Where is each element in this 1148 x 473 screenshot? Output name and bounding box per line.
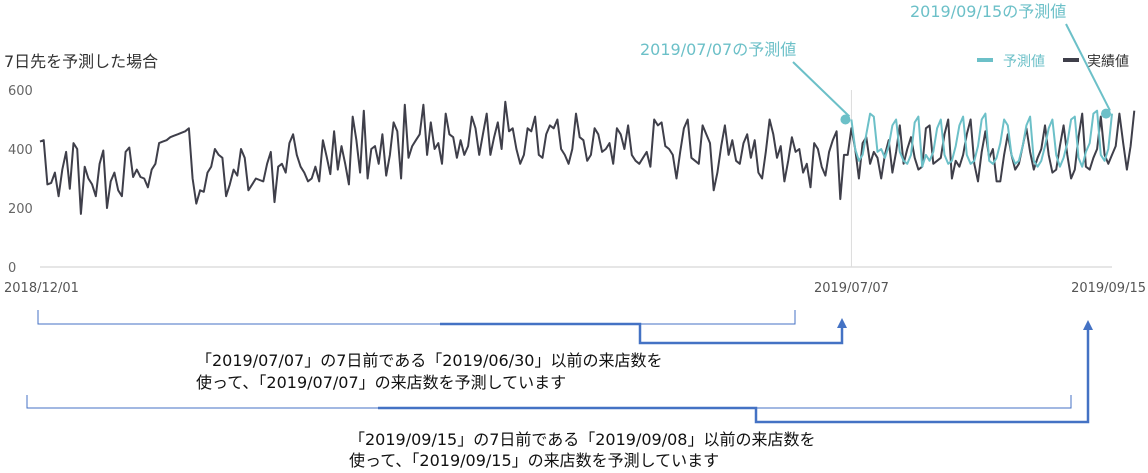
- x-tick-label: 2019/09/15: [1071, 281, 1146, 296]
- y-tick-label: 400: [8, 143, 33, 158]
- bracket-0707-text-line2: 使って、「2019/07/07」の来店数を予測しています: [196, 373, 566, 392]
- annotation-leader: [1065, 23, 1111, 112]
- chart-title: 7日先を予測した場合: [4, 52, 158, 71]
- y-tick-label: 0: [8, 261, 16, 276]
- x-tick-label: 2019/07/07: [814, 281, 889, 296]
- annotation-point: [840, 114, 851, 125]
- bracket-0915-arrow-line: [378, 328, 1090, 424]
- legend-label-forecast: 予測値: [1003, 54, 1045, 70]
- y-tick-label: 600: [8, 84, 33, 99]
- bracket-0707: 「2019/07/07」の7日前である「2019/06/30」以前の来店数を 使…: [37, 310, 847, 392]
- series-layer: [39, 100, 1136, 215]
- bracket-0915: 「2019/09/15」の7日前である「2019/09/08」以前の来店数を 使…: [26, 320, 1093, 470]
- annotation-leader: [792, 61, 851, 118]
- x-axis: 2018/12/01 2019/07/07 2019/09/15: [4, 281, 1146, 296]
- bracket-0915-arrowhead: [1083, 320, 1093, 330]
- legend-swatch-forecast: [977, 58, 993, 62]
- bracket-0915-text-line1: 「2019/09/15」の7日前である「2019/09/08」以前の来店数を: [349, 430, 815, 449]
- bracket-0707-brace: [37, 310, 796, 325]
- bracket-0707-arrowhead: [837, 318, 847, 328]
- series-line-forecast: [850, 109, 1113, 168]
- legend-label-actual: 実績値: [1087, 54, 1129, 70]
- bracket-0707-arrow-line: [440, 322, 844, 345]
- bracket-0915-brace: [26, 395, 1072, 409]
- legend: 予測値 実績値: [977, 54, 1129, 70]
- bracket-0707-text-line1: 「2019/07/07」の7日前である「2019/06/30」以前の来店数を: [196, 351, 662, 370]
- annotation-label-0915: 2019/09/15の予測値: [910, 2, 1066, 21]
- bracket-0915-text-line2: 使って、「2019/09/15」の来店数を予測しています: [349, 451, 719, 470]
- annotation-layer: 2019/07/07の予測値 2019/09/15の予測値: [640, 2, 1111, 125]
- series-line-actual: [39, 100, 1136, 215]
- x-tick-label: 2018/12/01: [4, 281, 79, 296]
- annotation-label-0707: 2019/07/07の予測値: [640, 40, 796, 59]
- legend-swatch-actual: [1063, 58, 1079, 62]
- annotation-point: [1101, 108, 1111, 119]
- y-axis: 0 200 400 600: [8, 84, 33, 276]
- y-tick-label: 200: [8, 202, 33, 217]
